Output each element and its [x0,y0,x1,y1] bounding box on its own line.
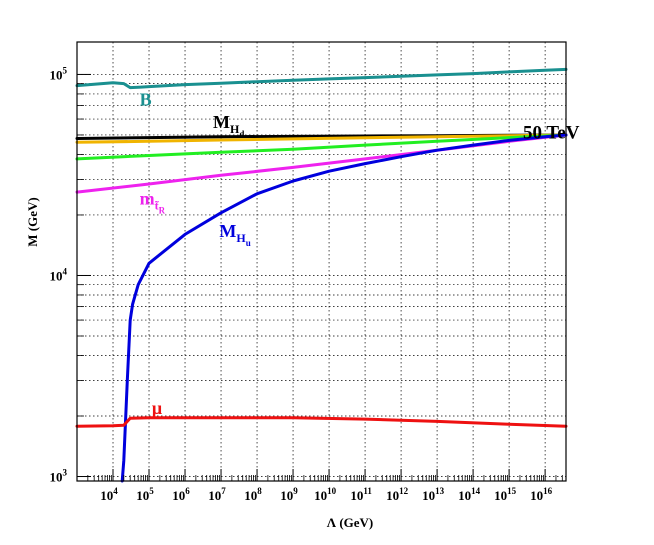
x-axis-label: Λ (GeV) [327,515,374,530]
tick-label-base: 10 [136,488,149,503]
tick-label-exponent: 10 [327,486,337,496]
tick-label-exponent: 5 [63,65,68,75]
annotation: mt̃R [140,189,166,216]
x-tick-label: 105 [136,486,154,503]
tick-label-base: 10 [350,488,363,503]
annotation-main: B [140,90,152,110]
ticks [76,73,563,481]
y-tick-label: 103 [50,468,68,485]
annotation-subsub: R [159,206,166,216]
x-tick-label: 1012 [386,486,409,503]
x-tick-label: 1013 [422,486,445,503]
annotation: μ [152,398,162,418]
tick-label-exponent: 16 [543,486,553,496]
x-tick-label: 106 [172,486,190,503]
annotation-subsub: u [246,238,251,248]
x-tick-label: 107 [208,486,226,503]
tick-label-base: 10 [422,488,435,503]
tick-label-exponent: 8 [257,486,262,496]
annotation-main: m [140,189,155,209]
annotation-sub: H [230,122,240,136]
x-tick-label: 104 [100,486,118,503]
tick-label-exponent: 4 [63,266,68,276]
x-tick-label: 1010 [314,486,337,503]
tick-label-exponent: 3 [63,468,68,478]
x-tick-label: 1014 [458,486,481,503]
tick-label-exponent: 12 [399,486,409,496]
tick-label-base: 10 [244,488,257,503]
tick-label-exponent: 9 [293,486,298,496]
annotation-main: μ [152,398,162,418]
tick-label-exponent: 5 [149,486,154,496]
tick-label-exponent: 7 [221,486,226,496]
tick-label-base: 10 [100,488,113,503]
annotation-sub: t̃ [155,199,159,213]
tick-label-base: 10 [458,488,471,503]
tick-label-base: 10 [530,488,543,503]
tick-label-base: 10 [50,470,63,485]
tick-labels: 104 105 106 107 108 109 1010 1011 1012 1013 1014 10… [50,65,553,503]
series-line [75,133,568,161]
tick-label-base: 10 [314,488,327,503]
annotation-main: 50 TeV [523,123,580,144]
series-line [75,67,568,90]
x-tick-label: 1015 [494,486,517,503]
tick-label-exponent: 15 [507,486,517,496]
annotation: 50 TeV [523,123,580,144]
x-tick-label: 1011 [350,486,372,503]
annotation-sub: H [236,231,246,245]
tick-label-exponent: 11 [363,486,372,496]
tick-label-base: 10 [172,488,185,503]
tick-label-base: 10 [494,488,507,503]
tick-label-exponent: 4 [113,486,118,496]
annotation: MHd [213,112,244,139]
annotation: B [140,90,152,110]
y-tick-label: 105 [50,65,68,82]
tick-label-base: 10 [50,268,63,283]
annotation: MHu [219,221,250,248]
plot-frame [76,41,567,482]
series-line [75,416,568,428]
x-tick-label: 1016 [530,486,553,503]
tick-label-exponent: 13 [435,486,445,496]
x-tick-label: 109 [280,486,298,503]
tick-label-base: 10 [208,488,221,503]
series-layer [75,67,568,483]
tick-label-exponent: 6 [185,486,190,496]
annotation-main: M [219,221,236,241]
series-line [75,133,568,144]
tick-label-base: 10 [50,67,63,82]
tick-label-base: 10 [386,488,399,503]
annotation-subsub: d [239,129,244,139]
tick-label-exponent: 14 [471,486,481,496]
x-tick-label: 108 [244,486,262,503]
y-axis-label: M (GeV) [25,197,40,246]
annotation-main: M [213,112,230,132]
series-line [120,133,568,483]
tick-label-base: 10 [280,488,293,503]
y-tick-label: 104 [50,266,68,283]
